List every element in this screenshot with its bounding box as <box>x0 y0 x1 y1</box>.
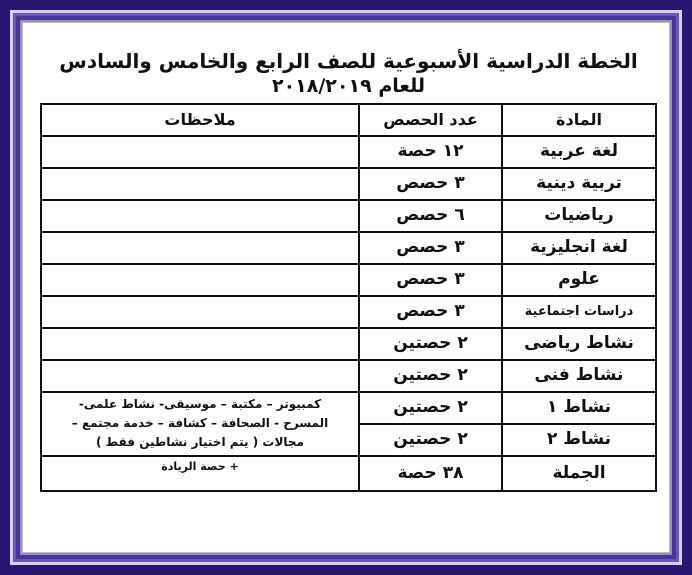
count-cell: ٣ حصص <box>358 230 503 265</box>
notes-cell <box>40 262 360 297</box>
document-subtitle: للعام ٢٠١٨/٢٠١٩ <box>271 75 425 97</box>
subject-cell: نشاط ٢ <box>501 422 657 457</box>
notes-cell <box>40 134 360 169</box>
total-label: الجملة <box>501 454 657 492</box>
subject-cell: لغة انجليزية <box>501 230 657 265</box>
table-row: رياضيات ٦ حصص <box>40 198 657 233</box>
count-cell: ٣ حصص <box>358 262 503 297</box>
notes-cell <box>40 198 360 233</box>
schedule-table: المادة عدد الحصص ملاحظات لغة عربية ١٢ حصة… <box>40 102 657 492</box>
table-row: علوم ٣ حصص <box>40 262 657 297</box>
activities-notes-cell: كمبيوتر – مكتبة – موسيقى- نشاط علمى- المس… <box>40 390 360 457</box>
total-note: + حصة الريادة <box>40 454 360 492</box>
table-row: نشاط فنى ٢ حصتين <box>40 358 657 393</box>
subject-cell: رياضيات <box>501 198 657 233</box>
table-row: لغة انجليزية ٣ حصص <box>40 230 657 265</box>
notes-cell <box>40 326 360 361</box>
notes-cell <box>40 294 360 329</box>
subject-cell: لغة عربية <box>501 134 657 169</box>
table-row: لغة عربية ١٢ حصة <box>40 134 657 169</box>
activities-note-line: المسرح - الصحافة – كشافة – خدمة مجتمع – <box>71 416 329 431</box>
count-cell: ٣ حصص <box>358 166 503 201</box>
activities-note-line: كمبيوتر – مكتبة – موسيقى- نشاط علمى- <box>78 397 322 412</box>
subject-cell: نشاط فنى <box>501 358 657 393</box>
count-cell: ٦ حصص <box>358 198 503 233</box>
count-cell: ٣ حصص <box>358 294 503 329</box>
table-header-row: المادة عدد الحصص ملاحظات <box>40 102 657 137</box>
count-cell: ٢ حصتين <box>358 326 503 361</box>
table-row: تربية دينية ٣ حصص <box>40 166 657 201</box>
document-content: الخطة الدراسية الأسبوعية للصف الرابع وال… <box>40 48 657 492</box>
subject-cell: دراسات اجتماعية <box>501 294 657 329</box>
notes-cell <box>40 358 360 393</box>
count-cell: ١٢ حصة <box>358 134 503 169</box>
count-cell: ٢ حصتين <box>358 422 503 457</box>
notes-cell <box>40 166 360 201</box>
count-cell: ٢ حصتين <box>358 390 503 425</box>
notes-cell <box>40 230 360 265</box>
header-notes: ملاحظات <box>40 102 360 137</box>
activities-note-line: مجالات ( يتم اختيار نشاطين فقط ) <box>96 435 304 450</box>
subject-cell: نشاط رياضى <box>501 326 657 361</box>
count-cell: ٢ حصتين <box>358 358 503 393</box>
table-row-total: الجملة ٣٨ حصة + حصة الريادة <box>40 454 657 492</box>
header-subject: المادة <box>501 102 657 137</box>
table-row: نشاط رياضى ٢ حصتين <box>40 326 657 361</box>
subject-cell: علوم <box>501 262 657 297</box>
table-row: دراسات اجتماعية ٣ حصص <box>40 294 657 329</box>
document-title: الخطة الدراسية الأسبوعية للصف الرابع وال… <box>59 49 638 73</box>
subject-cell: تربية دينية <box>501 166 657 201</box>
subject-cell: نشاط ١ <box>501 390 657 425</box>
header-count: عدد الحصص <box>358 102 503 137</box>
total-count: ٣٨ حصة <box>358 454 503 492</box>
